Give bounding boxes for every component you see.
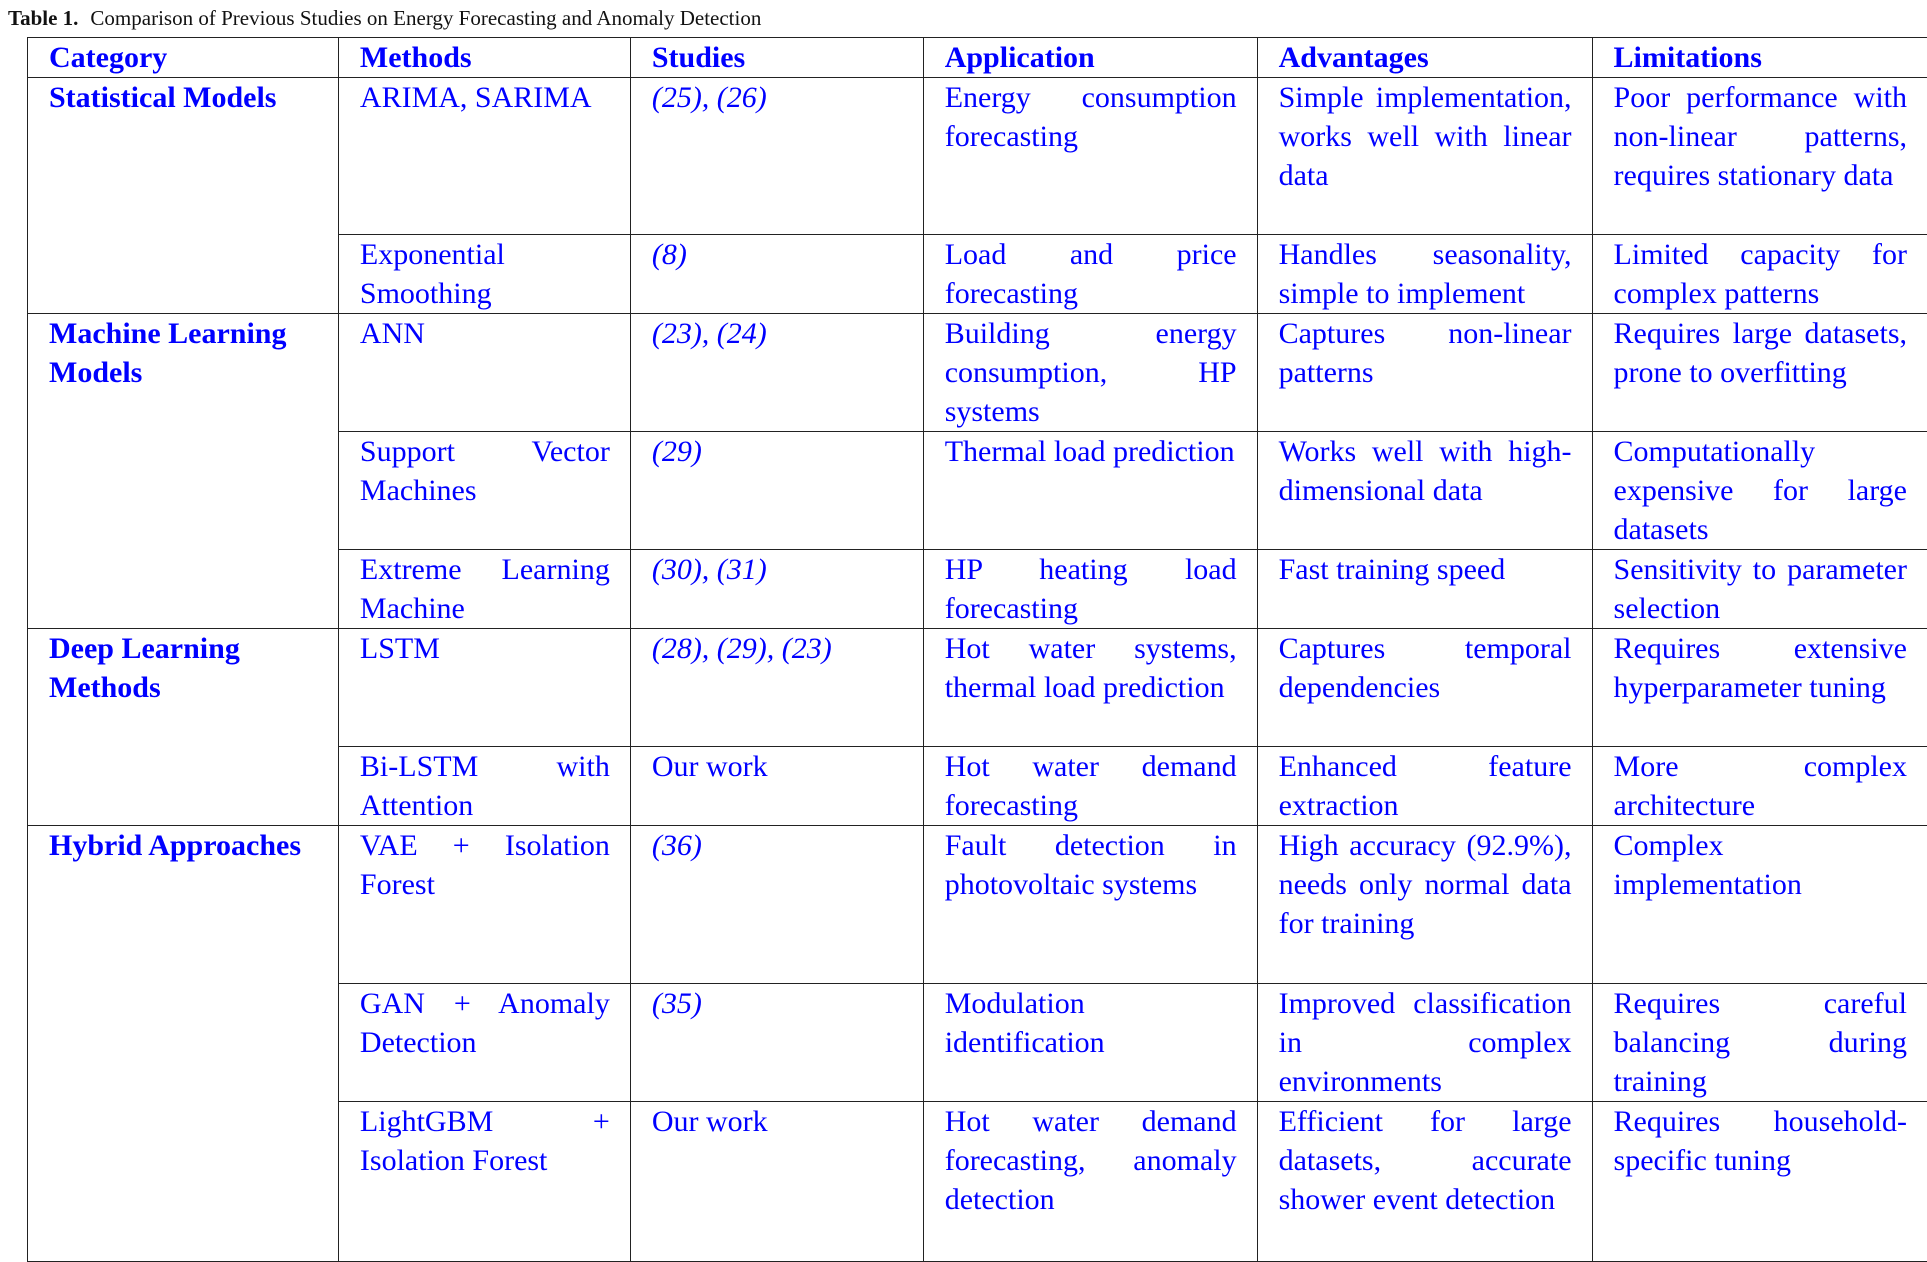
cell-advantages: Improved classification in complex envir… xyxy=(1257,984,1592,1102)
cell-studies: (28), (29), (23) xyxy=(630,629,923,747)
header-row: Category Methods Studies Application Adv… xyxy=(28,38,1927,78)
cell-limitations: Limited capacity for complex patterns xyxy=(1592,235,1927,314)
cell-limitations: Sensitivity to parameter selection xyxy=(1592,550,1927,629)
cell-application: Thermal load prediction xyxy=(923,432,1257,550)
header-category: Category xyxy=(28,38,339,78)
cell-method: ANN xyxy=(338,314,630,432)
cell-limitations: Requires extensive hyperparameter tuning xyxy=(1592,629,1927,747)
cell-category: Hybrid Approaches xyxy=(28,826,339,1262)
caption-label: Table 1. xyxy=(8,6,78,30)
cell-application: Hot water systems, thermal load predicti… xyxy=(923,629,1257,747)
cell-method: Bi-LSTM with Attention xyxy=(338,747,630,826)
cell-application: Building energy consumption, HP systems xyxy=(923,314,1257,432)
cell-studies: (8) xyxy=(630,235,923,314)
cell-application: Hot water demand forecasting xyxy=(923,747,1257,826)
cell-limitations: Complex implementation xyxy=(1592,826,1927,984)
cell-application: Fault detection in photovoltaic systems xyxy=(923,826,1257,984)
cell-method: Support Vector Machines xyxy=(338,432,630,550)
cell-method: GAN + Anomaly Detection xyxy=(338,984,630,1102)
comparison-table: Category Methods Studies Application Adv… xyxy=(27,37,1927,1262)
cell-category: Machine Learning Models xyxy=(28,314,339,629)
cell-application: HP heating load forecasting xyxy=(923,550,1257,629)
cell-studies: (30), (31) xyxy=(630,550,923,629)
header-methods: Methods xyxy=(338,38,630,78)
cell-limitations: Requires household-specific tuning xyxy=(1592,1102,1927,1262)
cell-method: LSTM xyxy=(338,629,630,747)
cell-application: Load and price forecasting xyxy=(923,235,1257,314)
cell-application: Energy consumption forecasting xyxy=(923,78,1257,235)
cell-category: Deep Learning Methods xyxy=(28,629,339,826)
cell-advantages: Handles seasonality, simple to implement xyxy=(1257,235,1592,314)
header-studies: Studies xyxy=(630,38,923,78)
cell-method: ARIMA, SARIMA xyxy=(338,78,630,235)
cell-limitations: Requires careful balancing during traini… xyxy=(1592,984,1927,1102)
cell-studies: (29) xyxy=(630,432,923,550)
cell-limitations: Poor performance with non-linear pattern… xyxy=(1592,78,1927,235)
caption-text: Comparison of Previous Studies on Energy… xyxy=(90,6,761,30)
cell-advantages: Works well with high-dimensional data xyxy=(1257,432,1592,550)
cell-studies: (23), (24) xyxy=(630,314,923,432)
cell-application: Hot water demand forecasting, anomaly de… xyxy=(923,1102,1257,1262)
cell-method: LightGBM + Isolation Forest xyxy=(338,1102,630,1262)
cell-limitations: Computationally expensive for large data… xyxy=(1592,432,1927,550)
cell-advantages: High accuracy (92.9%), needs only normal… xyxy=(1257,826,1592,984)
cell-studies: Our work xyxy=(630,1102,923,1262)
cell-studies: (36) xyxy=(630,826,923,984)
header-limitations: Limitations xyxy=(1592,38,1927,78)
cell-advantages: Efficient for large datasets, accurate s… xyxy=(1257,1102,1592,1262)
cell-method: Extreme Learning Machine xyxy=(338,550,630,629)
cell-advantages: Captures non-linear patterns xyxy=(1257,314,1592,432)
cell-advantages: Fast training speed xyxy=(1257,550,1592,629)
table-caption: Table 1. Comparison of Previous Studies o… xyxy=(8,6,761,31)
cell-method: VAE + Isolation Forest xyxy=(338,826,630,984)
cell-limitations: More complex architecture xyxy=(1592,747,1927,826)
cell-advantages: Captures temporal dependencies xyxy=(1257,629,1592,747)
cell-application: Modulation identification xyxy=(923,984,1257,1102)
cell-studies: (25), (26) xyxy=(630,78,923,235)
cell-advantages: Enhanced feature extraction xyxy=(1257,747,1592,826)
cell-studies: Our work xyxy=(630,747,923,826)
cell-advantages: Simple implementation, works well with l… xyxy=(1257,78,1592,235)
cell-limitations: Requires large datasets, prone to overfi… xyxy=(1592,314,1927,432)
cell-studies: (35) xyxy=(630,984,923,1102)
cell-category: Statistical Models xyxy=(28,78,339,314)
header-advantages: Advantages xyxy=(1257,38,1592,78)
header-application: Application xyxy=(923,38,1257,78)
cell-method: Exponential Smoothing xyxy=(338,235,630,314)
